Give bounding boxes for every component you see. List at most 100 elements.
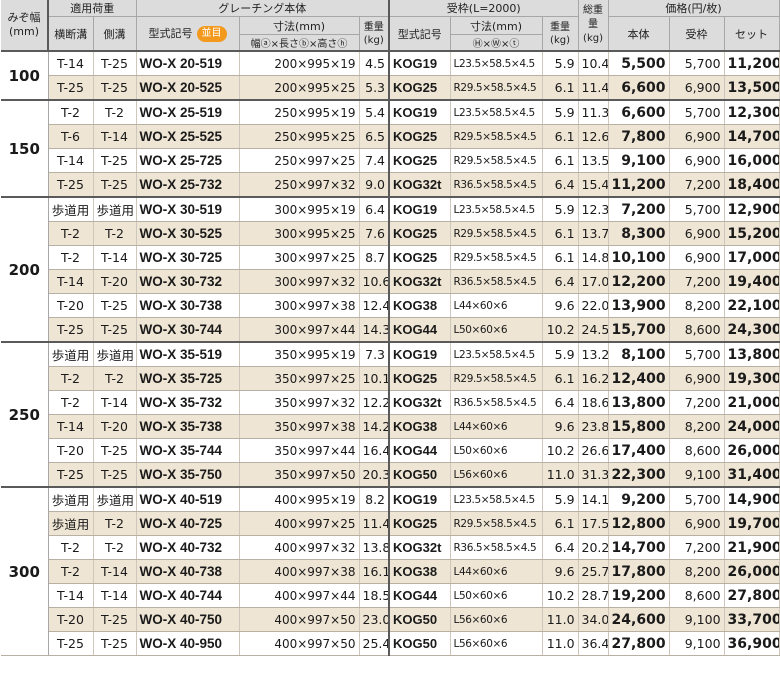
price-body-cell: 7,800 xyxy=(608,124,670,149)
grating-weight-header: 重量(kg) xyxy=(359,16,391,52)
load-side-cell: T-25 xyxy=(93,50,137,76)
price-frame-cell: 7,200 xyxy=(669,535,725,560)
frame-dim-cell: L23.5×58.5×4.5 xyxy=(450,50,543,76)
grating-weight-cell: 13.8 xyxy=(359,535,391,560)
frame-model-cell: KOG32t xyxy=(389,535,451,560)
grating-dim-cell: 300×997×32 xyxy=(239,269,360,294)
load-side-cell: T-14 xyxy=(93,245,137,270)
price-body-cell: 15,800 xyxy=(608,414,670,439)
price-body-cell: 8,300 xyxy=(608,221,670,246)
price-frame-cell: 5,700 xyxy=(669,50,725,76)
table-row: T-14 T-20 WO-X 35-738 350×997×38 14.2 KOG38 L4… xyxy=(1,414,780,439)
frame-weight-cell: 5.9 xyxy=(542,486,579,512)
price-frame-cell: 8,200 xyxy=(669,293,725,318)
grating-weight-cell: 7.6 xyxy=(359,221,391,246)
width-header: みぞ幅(mm) xyxy=(1,0,49,52)
grating-weight-cell: 23.0 xyxy=(359,607,391,632)
price-frame-cell: 8,600 xyxy=(669,317,725,343)
price-set-cell: 24,300 xyxy=(724,317,780,343)
grating-model-cell: WO-X 30-732 xyxy=(136,269,240,294)
frame-dim-cell: R36.5×58.5×4.5 xyxy=(450,269,543,294)
price-frame-cell: 5,700 xyxy=(669,196,725,222)
total-weight-cell: 11.4 xyxy=(578,75,609,101)
load-cross-cell: T-2 xyxy=(48,559,94,584)
load-cross-cell: T-14 xyxy=(48,583,94,608)
frame-dim-header: 寸法(mm) xyxy=(450,16,543,35)
load-header: 適用荷重 xyxy=(48,0,137,17)
frame-model-cell: KOG32t xyxy=(389,172,451,198)
load-side-cell: T-20 xyxy=(93,269,137,294)
table-row: T-14 T-14 WO-X 40-744 400×997×44 18.5 KOG44 L5… xyxy=(1,583,780,608)
load-side-cell: T-25 xyxy=(93,148,137,173)
frame-dim-cell: R29.5×58.5×4.5 xyxy=(450,366,543,391)
total-weight-cell: 31.3 xyxy=(578,462,609,488)
total-weight-cell: 13.7 xyxy=(578,221,609,246)
frame-dim-cell: R29.5×58.5×4.5 xyxy=(450,221,543,246)
table-row: T-20 T-25 WO-X 30-738 300×997×38 12.4 KOG38 L4… xyxy=(1,293,780,318)
frame-weight-cell: 6.1 xyxy=(542,366,579,391)
price-set-cell: 14,900 xyxy=(724,486,780,512)
grating-model-cell: WO-X 25-525 xyxy=(136,124,240,149)
load-cross-cell: 歩道用 xyxy=(48,486,94,512)
grating-weight-cell: 20.3 xyxy=(359,462,391,488)
load-cross-cell: T-25 xyxy=(48,631,94,656)
price-frame-header: 受枠 xyxy=(669,16,725,52)
total-weight-cell: 10.4 xyxy=(578,50,609,76)
total-weight-cell: 26.6 xyxy=(578,438,609,463)
total-weight-cell: 24.5 xyxy=(578,317,609,343)
table-row: 250 歩道用 歩道用 WO-X 35-519 350×995×19 7.3 KOG19 L2… xyxy=(1,341,780,488)
load-side-cell: T-25 xyxy=(93,75,137,101)
table-row: 200 歩道用 歩道用 WO-X 30-519 300×995×19 6.4 KOG19 L2… xyxy=(1,196,780,343)
total-weight-cell: 36.4 xyxy=(578,631,609,656)
grating-weight-cell: 7.4 xyxy=(359,148,391,173)
grating-model-cell: WO-X 40-744 xyxy=(136,583,240,608)
grating-model-cell: WO-X 35-732 xyxy=(136,390,240,415)
price-set-cell: 15,200 xyxy=(724,221,780,246)
price-frame-cell: 5,700 xyxy=(669,99,725,125)
load-side-cell: T-25 xyxy=(93,438,137,463)
load-side-cell: T-14 xyxy=(93,559,137,584)
frame-model-cell: KOG32t xyxy=(389,390,451,415)
frame-weight-cell: 6.1 xyxy=(542,221,579,246)
grating-dim-cell: 250×997×25 xyxy=(239,148,360,173)
price-set-cell: 21,900 xyxy=(724,535,780,560)
price-set-cell: 17,000 xyxy=(724,245,780,270)
table-row: 歩道用 T-2 WO-X 40-725 400×997×25 11.4 KOG25 R29.… xyxy=(1,511,780,536)
price-set-cell: 13,800 xyxy=(724,341,780,367)
frame-model-cell: KOG25 xyxy=(389,124,451,149)
grating-dim-cell: 400×997×44 xyxy=(239,583,360,608)
load-side-cell: T-14 xyxy=(93,390,137,415)
price-set-cell: 24,000 xyxy=(724,414,780,439)
grating-dim-sub-header: 幅ⓐ×長さⓑ×高さⓗ xyxy=(239,34,360,52)
price-set-cell: 19,400 xyxy=(724,269,780,294)
grating-dim-cell: 350×997×50 xyxy=(239,462,360,488)
total-weight-cell: 25.7 xyxy=(578,559,609,584)
load-cross-cell: T-14 xyxy=(48,269,94,294)
load-cross-cell: T-6 xyxy=(48,124,94,149)
price-set-cell: 12,300 xyxy=(724,99,780,125)
grating-dim-cell: 300×995×19 xyxy=(239,196,360,222)
grating-model-cell: WO-X 35-750 xyxy=(136,462,240,488)
load-cross-cell: T-20 xyxy=(48,293,94,318)
frame-weight-cell: 6.1 xyxy=(542,148,579,173)
frame-weight-cell: 10.2 xyxy=(542,438,579,463)
grating-dim-cell: 200×995×25 xyxy=(239,75,360,101)
price-body-cell: 6,600 xyxy=(608,75,670,101)
load-side-cell: T-2 xyxy=(93,366,137,391)
load-cross-cell: T-20 xyxy=(48,607,94,632)
grating-weight-cell: 18.5 xyxy=(359,583,391,608)
price-frame-cell: 6,900 xyxy=(669,245,725,270)
frame-model-cell: KOG38 xyxy=(389,559,451,584)
load-side-cell: T-2 xyxy=(93,535,137,560)
grating-weight-cell: 4.5 xyxy=(359,50,391,76)
frame-model-cell: KOG25 xyxy=(389,245,451,270)
grating-dim-cell: 250×995×19 xyxy=(239,99,360,125)
frame-dim-cell: R36.5×58.5×4.5 xyxy=(450,172,543,198)
frame-weight-cell: 5.9 xyxy=(542,99,579,125)
grating-weight-cell: 14.3 xyxy=(359,317,391,343)
load-cross-cell: T-20 xyxy=(48,438,94,463)
price-set-cell: 12,900 xyxy=(724,196,780,222)
grating-model-cell: WO-X 40-750 xyxy=(136,607,240,632)
grating-model-cell: WO-X 35-725 xyxy=(136,366,240,391)
load-side-cell: T-25 xyxy=(93,317,137,343)
